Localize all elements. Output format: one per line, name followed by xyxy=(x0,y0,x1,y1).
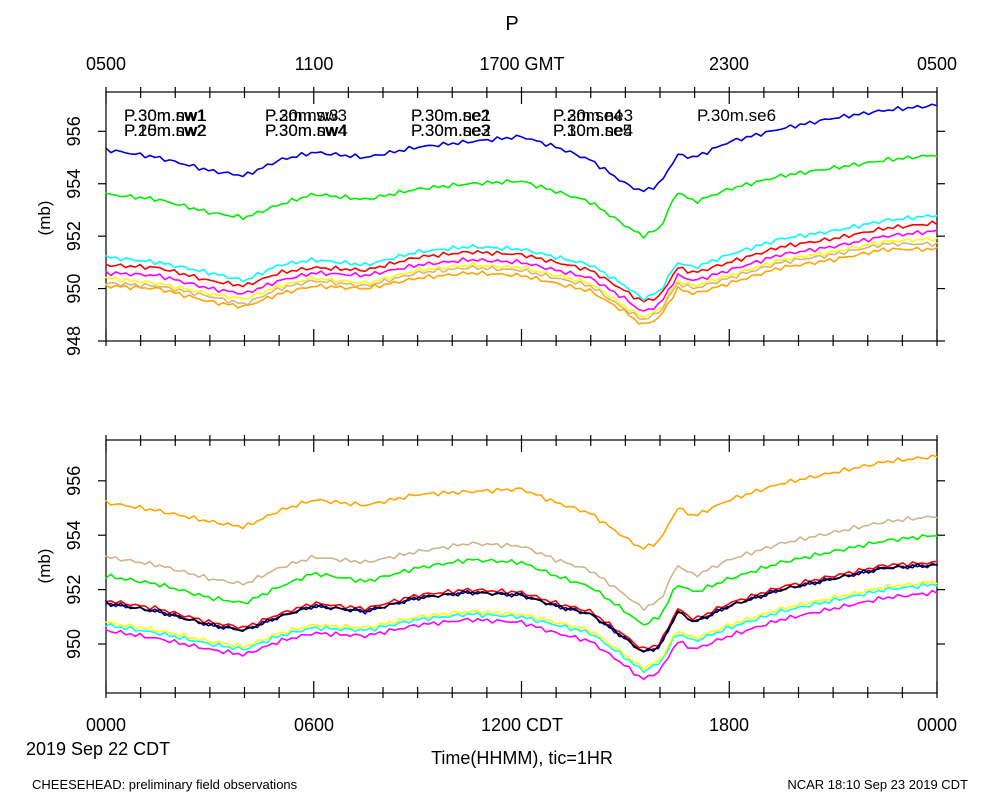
bottom-axis-label: 0000 xyxy=(86,715,126,735)
bottom-axis-label: 1800 xyxy=(709,715,749,735)
series-line-P.25m.sw2 xyxy=(105,534,938,626)
series-line-P.30m.ne4 xyxy=(105,241,938,321)
legend-entry: P.10m.se5 xyxy=(553,121,632,140)
legend-entry: P.30m.nw4 xyxy=(265,121,348,140)
series-line-P.30m.se6 xyxy=(105,562,938,653)
bottom-cdt-axis-labels: 0000 0600 1200 CDT 1800 0000 xyxy=(86,715,957,735)
legend-entry: P.30m.sw4 xyxy=(265,121,347,140)
y-tick-label: 950 xyxy=(64,274,84,304)
series-line-P.30m.se3 xyxy=(105,580,938,672)
bottom-axis-label: 1200 CDT xyxy=(481,715,563,735)
series-line-P.30m.nw1 xyxy=(105,220,938,303)
bottom-axis-label: 0600 xyxy=(294,715,334,735)
legend-entry: P.30m.ne2 xyxy=(411,121,491,140)
top-axis-label: 0500 xyxy=(917,54,957,74)
bottom-axis-label: 0000 xyxy=(917,715,957,735)
y-tick-label: 956 xyxy=(64,116,84,146)
y-axis-label: (mb) xyxy=(35,549,54,584)
y-tick-label: 954 xyxy=(64,169,84,199)
series-line-P.30m.ne1 xyxy=(105,229,938,312)
top-axis-label: 2300 xyxy=(709,54,749,74)
top-gmt-axis-labels: 0500 1100 1700 GMT 2300 0500 xyxy=(86,54,957,74)
legend-entry: P.30m.sw1 xyxy=(124,106,206,125)
series-line-P.30m.sw1 xyxy=(105,560,938,650)
footer-right: NCAR 18:10 Sep 23 2019 CDT xyxy=(787,777,968,792)
x-axis-label: Time(HHMM), tic=1HR xyxy=(431,748,613,768)
series-line-P.30m.ne2 xyxy=(105,236,938,319)
y-tick-label: 952 xyxy=(64,221,84,251)
top-axis-label: 1100 xyxy=(295,54,334,74)
top-axis-label: 1700 GMT xyxy=(479,54,564,74)
top-axis-label: 0500 xyxy=(86,54,126,74)
series-line-P.30m.ne3 xyxy=(105,246,938,325)
y-axis-label: (mb) xyxy=(35,201,54,236)
series-line-P.10m.se5 xyxy=(105,515,938,612)
legend-entry: P.30m.nw1 xyxy=(124,106,207,125)
y-tick-label: 954 xyxy=(64,520,84,550)
series-line-P.30m.se2 xyxy=(105,589,938,681)
y-tick-label: 952 xyxy=(64,575,84,605)
legend-entry: P.10m.nw2 xyxy=(124,121,207,140)
series-line-P.30m.sw3 xyxy=(105,562,938,652)
series-line-P.10m.nw2 xyxy=(105,154,938,239)
legend-entry: P.25m.sw2 xyxy=(124,121,206,140)
legend-entry: P.30m.ne3 xyxy=(553,106,633,125)
plot-frame xyxy=(105,439,938,694)
legend-entry: P.30m.se6 xyxy=(697,106,776,125)
legend-entry: P.30m.ne1 xyxy=(411,106,491,125)
legend-entry: P.2m.nw3 xyxy=(265,106,338,125)
footer-left: CHEESEHEAD: preliminary field observatio… xyxy=(32,777,298,792)
series-line-P.2m.nw3 xyxy=(105,103,938,193)
legend-entry: P.2m.se4 xyxy=(553,106,623,125)
y-tick-label: 950 xyxy=(64,629,84,659)
series-line-P.2m.se4 xyxy=(105,454,938,550)
y-tick-label: 948 xyxy=(64,326,84,356)
series-line-P.30m.nw4 xyxy=(105,214,938,302)
legend-entry: P.30m.se3 xyxy=(411,121,490,140)
figure-title: P xyxy=(505,13,518,35)
legend-entry: P.30m.ne4 xyxy=(553,121,633,140)
date-label: 2019 Sep 22 CDT xyxy=(26,739,170,759)
series-line-P.30m.sw4 xyxy=(105,582,938,674)
legend-entry: P.30m.se2 xyxy=(411,106,490,125)
y-tick-label: 956 xyxy=(64,466,84,496)
legend-entry: P.30m.sw3 xyxy=(265,106,347,125)
